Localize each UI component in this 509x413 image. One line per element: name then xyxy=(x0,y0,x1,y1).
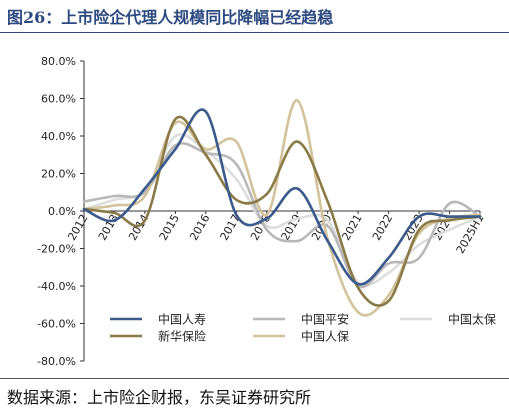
y-tick-label: 80.0% xyxy=(41,55,76,68)
line-chart: 80.0% 60.0% 40.0% 20.0% 0.0% -20.0% -40.0% -60.… xyxy=(37,55,496,368)
series-line xyxy=(82,115,482,307)
legend-label: 新华保险 xyxy=(158,329,206,344)
x-axis: 2012 2013 2014 2015 2016 2017 2018 2019 2020 2021… xyxy=(65,210,487,256)
y-tick-label: -60.0% xyxy=(37,318,76,331)
legend-label: 中国人保 xyxy=(301,329,349,344)
series-line xyxy=(82,108,482,286)
x-tick-label: 2019 xyxy=(279,212,304,243)
source-rule xyxy=(0,378,509,379)
y-tick-label: 0.0% xyxy=(48,205,76,218)
x-tick-label: 2022 xyxy=(370,212,395,243)
y-tick-label: -40.0% xyxy=(37,280,76,293)
series-line xyxy=(82,99,482,317)
figure-title: 图26：上市险企代理人规模同比降幅已经趋稳 xyxy=(7,8,334,27)
legend-label: 中国人寿 xyxy=(158,312,206,327)
y-tick-label: 40.0% xyxy=(41,130,76,143)
x-tick-label: 2016 xyxy=(187,212,212,243)
y-tick-label: 20.0% xyxy=(41,168,76,181)
y-tick-label: -80.0% xyxy=(37,355,76,368)
series-lines xyxy=(82,99,482,317)
legend-label: 中国平安 xyxy=(301,312,349,327)
x-tick-label: 2021 xyxy=(339,212,364,243)
x-tick-label: 2015 xyxy=(157,212,182,243)
x-tick-label: 2017 xyxy=(218,212,243,243)
y-axis: 80.0% 60.0% 40.0% 20.0% 0.0% -20.0% -40.0% -60.… xyxy=(37,55,85,368)
source-note: 数据来源：上市险企财报，东吴证券研究所 xyxy=(7,388,312,407)
y-tick-label: 60.0% xyxy=(41,93,76,106)
legend-label: 中国太保 xyxy=(448,312,496,327)
y-tick-label: -20.0% xyxy=(37,243,76,256)
title-rule xyxy=(0,32,509,33)
